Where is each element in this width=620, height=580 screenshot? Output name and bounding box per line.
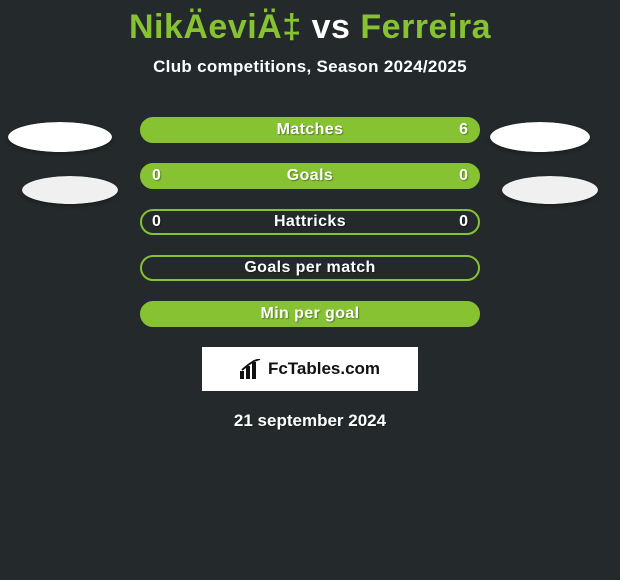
- stat-label: Hattricks: [274, 213, 346, 231]
- stat-label: Goals: [287, 167, 333, 185]
- page-title: NikÄeviÄ‡ vs Ferreira: [0, 0, 620, 47]
- stat-label: Min per goal: [260, 305, 359, 323]
- stat-row-matches: Matches 6: [140, 117, 480, 143]
- stat-left-value: 0: [152, 167, 161, 185]
- stat-row-min-per-goal: Min per goal: [140, 301, 480, 327]
- player2-name: Ferreira: [360, 8, 491, 46]
- stat-right-value: 0: [459, 213, 468, 231]
- date: 21 september 2024: [0, 411, 620, 431]
- stat-label: Goals per match: [244, 259, 375, 277]
- vs-text: vs: [312, 8, 351, 46]
- stat-row-hattricks: 0 Hattricks 0: [140, 209, 480, 235]
- fctables-logo: FcTables.com: [202, 347, 418, 391]
- stat-label: Matches: [277, 121, 344, 139]
- bar-chart-icon: [240, 359, 262, 379]
- comparison-card: NikÄeviÄ‡ vs Ferreira Club competitions,…: [0, 0, 620, 580]
- stat-left-value: 0: [152, 213, 161, 231]
- player1-name: NikÄeviÄ‡: [129, 8, 302, 46]
- subtitle: Club competitions, Season 2024/2025: [0, 57, 620, 77]
- stats-zone: Matches 6 0 Goals 0 0 Hattricks 0 Goals …: [0, 117, 620, 327]
- stat-row-goals: 0 Goals 0: [140, 163, 480, 189]
- fctables-text: FcTables.com: [268, 359, 380, 379]
- stat-right-value: 0: [459, 167, 468, 185]
- stat-right-value: 6: [459, 121, 468, 139]
- stat-row-goals-per-match: Goals per match: [140, 255, 480, 281]
